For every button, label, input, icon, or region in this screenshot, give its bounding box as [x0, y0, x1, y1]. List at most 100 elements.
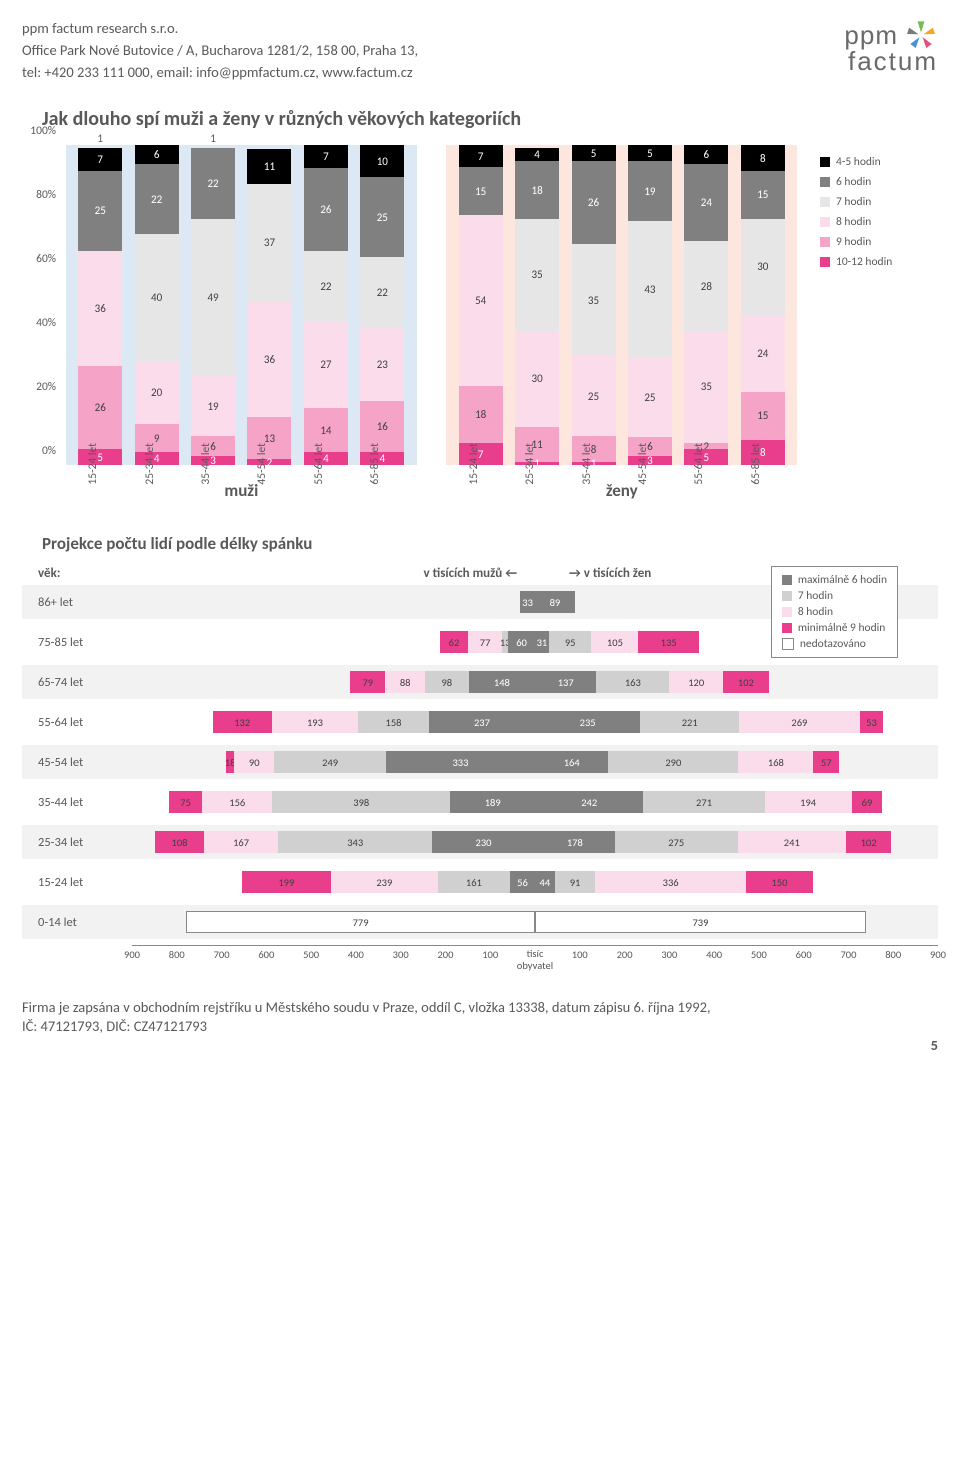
right-bar: 4491336150: [535, 871, 938, 893]
company-name: ppm factum research s.r.o.: [22, 18, 418, 40]
chart2-left-header: v tisících mužů: [424, 566, 503, 581]
table-row: 65-74 let148988879137163120102: [22, 665, 938, 699]
legend-item: 6 hodin: [820, 175, 892, 189]
row-category: 35-44 let: [22, 795, 132, 810]
chart1-title: Jak dlouho spí muži a ženy v různých věk…: [42, 107, 938, 131]
row-category: 86+ let: [22, 595, 132, 610]
bar-segment: 77: [468, 631, 502, 653]
y-tick: 20%: [36, 380, 56, 394]
row-bar-area: 779739: [132, 911, 938, 933]
bar-segment: 54: [459, 215, 503, 386]
x-tick: 300: [661, 948, 677, 961]
bar-segment: 18: [226, 751, 234, 773]
bar-segment: 28: [684, 241, 728, 331]
row-bar-area: 1893981567524227119469: [132, 791, 938, 813]
bar-segment: 22: [191, 148, 235, 218]
stacked-bar: 111303518425-34 let: [515, 145, 559, 465]
bar-segment: 57: [813, 751, 839, 773]
x-tick: 700: [214, 948, 230, 961]
bar-segment: 150: [746, 871, 813, 893]
bar-segment: 25: [360, 177, 404, 257]
x-tick: 200: [437, 948, 453, 961]
arrow-left-icon: ←: [505, 566, 517, 581]
bar-segment: 167: [204, 831, 279, 853]
row-bar-area: 333249901816429016857: [132, 751, 938, 773]
panel-label: muži: [66, 480, 417, 501]
bar-segment: 22: [304, 251, 348, 321]
x-tick: 900: [124, 948, 140, 961]
legend-item: 10-12 hodin: [820, 255, 892, 269]
bar-segment: 199: [242, 871, 331, 893]
left-bar: 60137762: [132, 631, 535, 653]
x-tick: 500: [303, 948, 319, 961]
left-bar: 33: [132, 591, 535, 613]
right-bar: 3195105135: [535, 631, 938, 653]
bar-segment: 30: [515, 331, 559, 427]
stacked-bar: 414272226755-64 let: [304, 145, 348, 465]
bar-segment: 156: [202, 791, 272, 813]
left-bar: 56161239199: [132, 871, 535, 893]
y-tick: 0%: [42, 444, 56, 458]
bar-segment: 336: [595, 871, 745, 893]
y-tick: 60%: [36, 252, 56, 266]
bar-segment: 35: [572, 244, 616, 356]
page-number: 5: [22, 1036, 938, 1054]
bar-segment: 275: [615, 831, 738, 853]
bar-segment: 5: [684, 449, 728, 465]
legend-item: maximálně 6 hodin: [782, 573, 887, 587]
table-row: 45-54 let333249901816429016857: [22, 745, 938, 779]
legend-label: 9 hodin: [836, 235, 871, 249]
y-tick: 80%: [36, 188, 56, 202]
bar-segment: 189: [450, 791, 535, 813]
bar-segment: 343: [278, 831, 432, 853]
left-bar: 148988879: [132, 671, 535, 693]
logo-text-bottom: factum: [848, 46, 938, 77]
chart1-yaxis: 0%20%40%60%80%100%: [22, 145, 62, 465]
bar-segment: 6: [191, 436, 235, 455]
legend-swatch: [820, 177, 830, 187]
bar-segment: 4: [515, 148, 559, 161]
right-bar: 89: [535, 591, 938, 613]
bar-segment: 120: [669, 671, 723, 693]
bar-segment: 5: [572, 145, 616, 161]
legend-swatch: [820, 257, 830, 267]
bar-segment: 7: [304, 145, 348, 167]
bar-segment: 3: [191, 456, 235, 466]
legend-swatch: [820, 197, 830, 207]
bar-segment: 398: [272, 791, 450, 813]
chart1-plot: 52636257115-24 let49204022625-34 let3619…: [66, 145, 812, 465]
bar-segment: 25: [628, 357, 672, 436]
legend-swatch: [820, 157, 830, 167]
bar-segment: 137: [535, 671, 596, 693]
legend-swatch: [782, 575, 792, 585]
chart1-legend: 4-5 hodin6 hodin7 hodin8 hodin9 hodin10-…: [820, 155, 892, 505]
right-bar: 178275241102: [535, 831, 938, 853]
bar-segment: 24: [741, 315, 785, 392]
bar-segment: 40: [135, 234, 179, 361]
table-row: 35-44 let1893981567524227119469: [22, 785, 938, 819]
company-contact: tel: +420 233 111 000, email: info@ppmfa…: [22, 62, 418, 84]
bar-segment: 102: [846, 831, 892, 853]
bar-segment: 69: [852, 791, 883, 813]
right-bar: 137163120102: [535, 671, 938, 693]
bar-segment: 26: [78, 366, 122, 449]
bar-segment: 269: [739, 711, 859, 733]
bar-segment: 168: [738, 751, 813, 773]
bar-segment: 33: [520, 591, 535, 613]
bar-segment: 22: [135, 164, 179, 234]
bar-segment: 163: [596, 671, 669, 693]
x-center-label: tisícobyvatel: [517, 948, 553, 971]
y-tick: 100%: [30, 124, 56, 138]
chart2: věk: v tisících mužů ← → v tisících žen …: [22, 566, 938, 976]
bar-segment: 37: [247, 184, 291, 302]
left-bar: 18939815675: [132, 791, 535, 813]
footer-line2: IČ: 47121793, DIČ: CZ47121793: [22, 1017, 938, 1036]
bar-segment: 35: [684, 331, 728, 443]
legend-label: 6 hodin: [836, 175, 871, 189]
legend-label: 10-12 hodin: [836, 255, 892, 269]
chart2-right-header: v tisících žen: [584, 566, 652, 581]
legend-item: 8 hodin: [820, 215, 892, 229]
x-tick: 500: [751, 948, 767, 961]
x-tick: 400: [348, 948, 364, 961]
right-bar: 23522126953: [535, 711, 938, 733]
